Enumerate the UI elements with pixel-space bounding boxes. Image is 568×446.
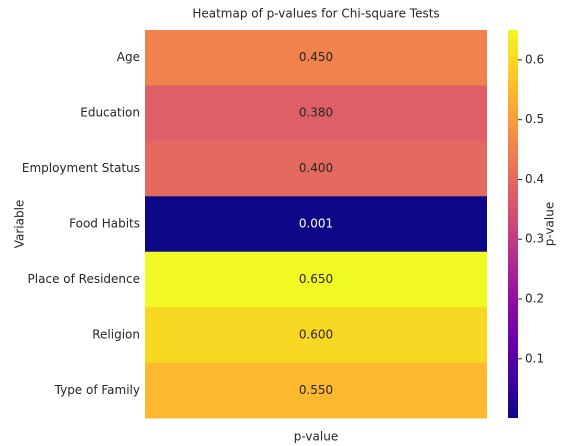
colorbar [508, 30, 518, 418]
y-axis-label: Variable [13, 200, 27, 249]
heatmap-cell [145, 85, 487, 142]
cell-label: 0.550 [299, 383, 333, 397]
heatmap-cell [145, 251, 487, 308]
colorbar-tick-label: 0.5 [525, 112, 544, 126]
y-tick-label: Employment Status [22, 161, 140, 175]
chart-title: Heatmap of p-values for Chi-square Tests [192, 7, 439, 21]
heatmap-cell [145, 30, 487, 86]
colorbar-tick-label: 0.6 [525, 52, 544, 66]
y-tick-label: Place of Residence [28, 272, 140, 286]
cell-label: 0.650 [299, 272, 333, 286]
y-tick-label: Education [80, 106, 140, 120]
cell-label: 0.600 [299, 327, 333, 341]
y-tick-label: Age [117, 50, 140, 64]
heatmap-cell [145, 140, 487, 197]
colorbar-tick-label: 0.3 [525, 232, 544, 246]
colorbar-tick-label: 0.4 [525, 172, 544, 186]
cell-label: 0.001 [299, 217, 333, 231]
cell-label: 0.380 [299, 106, 333, 120]
y-tick-label: Religion [92, 327, 140, 341]
colorbar-label: p-value [543, 202, 557, 246]
colorbar-tick-label: 0.2 [525, 292, 544, 306]
heatmap-cell [145, 362, 487, 419]
x-tick-label: p-value [294, 430, 338, 444]
cell-label: 0.400 [299, 161, 333, 175]
heatmap-cell [145, 307, 487, 364]
y-tick-label: Food Habits [69, 217, 140, 231]
colorbar-tick-label: 0.1 [525, 351, 544, 365]
y-tick-label: Type of Family [54, 383, 140, 397]
heatmap-cell [145, 196, 487, 253]
cell-label: 0.450 [299, 50, 333, 64]
